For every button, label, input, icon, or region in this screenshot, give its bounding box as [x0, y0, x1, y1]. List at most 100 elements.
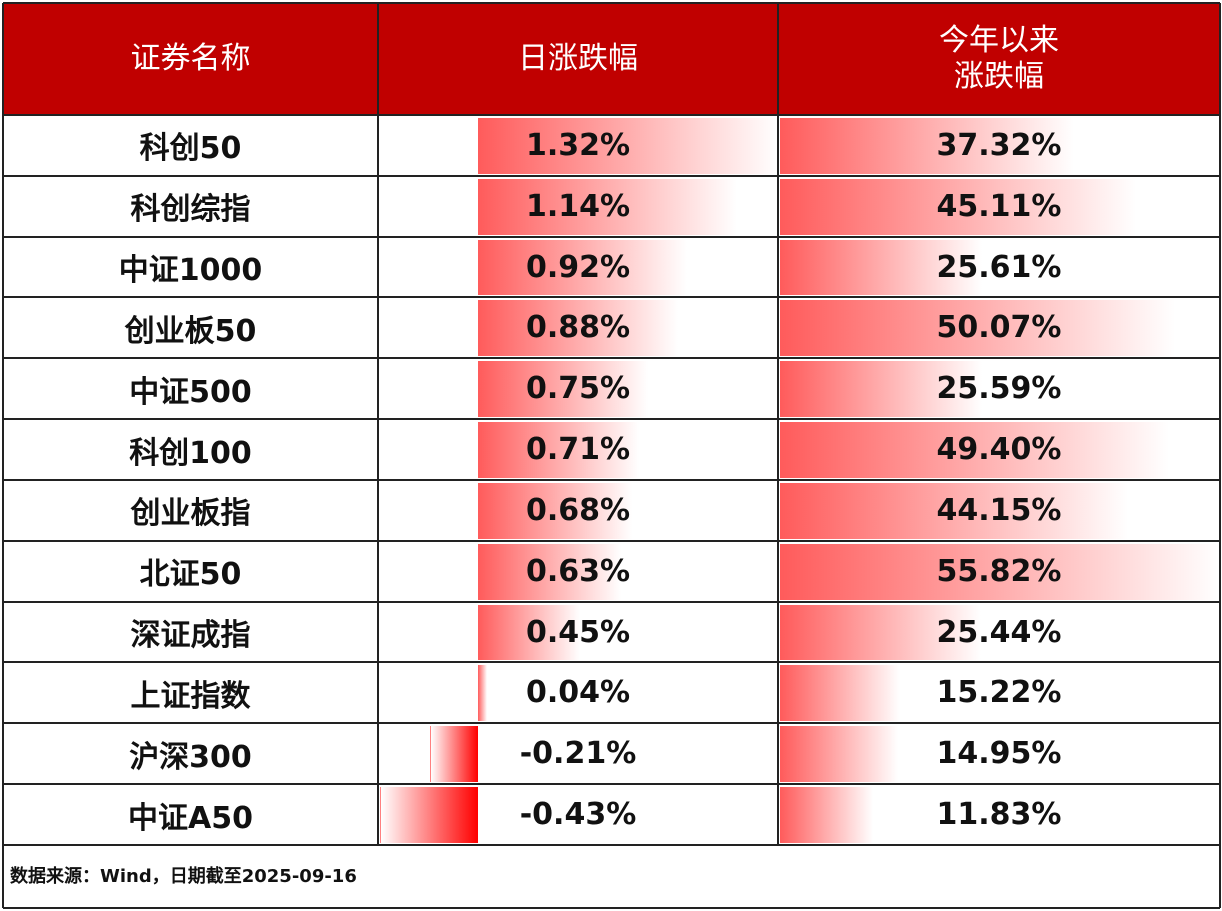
cell-text: 49.40% [936, 432, 1062, 468]
table-cell: 0.92% [378, 237, 778, 298]
table-cell: 深证成指 [3, 602, 378, 663]
cell-text: 北证50 [139, 557, 242, 593]
table-cell: 25.44% [778, 602, 1220, 663]
cell-text: 沪深300 [129, 739, 252, 775]
data-bar [380, 787, 478, 843]
data-bar [430, 726, 478, 783]
table-cell: 沪深300 [3, 723, 378, 784]
cell-text: 0.75% [525, 371, 631, 407]
row-border [3, 478, 1220, 481]
row-border [3, 539, 1220, 542]
data-bar [477, 178, 738, 235]
table-cell: 1.14% [378, 176, 778, 237]
data-bar [780, 604, 981, 661]
table-cell: -0.21% [378, 723, 778, 784]
row-border [3, 296, 1220, 299]
data-bar [477, 118, 778, 174]
table-cell: 15.22% [778, 662, 1220, 723]
column-border [377, 3, 379, 845]
data-bar [780, 665, 900, 722]
table-cell: 45.11% [778, 176, 1220, 237]
cell-text: 45.11% [936, 188, 1062, 224]
table-cell: 中证500 [3, 358, 378, 419]
cell-text: -0.21% [519, 736, 637, 772]
table-cell: 北证50 [3, 541, 378, 602]
cell-text: -0.43% [519, 797, 637, 833]
cell-text: 44.15% [936, 492, 1062, 528]
row-border [3, 722, 1220, 725]
table-cell: 25.61% [778, 237, 1220, 298]
cell-text: 25.61% [936, 249, 1062, 285]
row-border [3, 907, 1220, 909]
cell-text: 25.59% [936, 371, 1062, 407]
cell-text: 50.07% [936, 310, 1062, 346]
row-border [3, 235, 1220, 238]
header-cell: 今年以来 涨跌幅 [778, 3, 1220, 115]
cell-text: 中证1000 [118, 253, 263, 289]
cell-text: 中证500 [129, 374, 252, 410]
table-cell: 49.40% [778, 419, 1220, 480]
data-bar [477, 361, 649, 418]
row-border [3, 661, 1220, 664]
data-bar [477, 482, 633, 539]
table-cell: 科创综指 [3, 176, 378, 237]
data-bar [780, 482, 1128, 539]
cell-text: 创业板指 [130, 496, 251, 532]
cell-text: 0.45% [525, 614, 631, 650]
cell-text: 55.82% [936, 553, 1062, 589]
row-border [3, 843, 1220, 846]
cell-text: 0.88% [525, 310, 631, 346]
column-border [2, 3, 4, 908]
cell-text: 25.44% [936, 614, 1062, 650]
row-border [3, 418, 1220, 421]
row-border [3, 174, 1220, 177]
data-bar [477, 300, 678, 357]
cell-text: 0.71% [525, 432, 631, 468]
cell-text: 0.04% [525, 675, 631, 711]
data-bar [780, 361, 982, 418]
table-cell: 科创100 [3, 419, 378, 480]
data-bar [780, 543, 1220, 600]
cell-text: 0.68% [525, 492, 631, 528]
data-bar [780, 178, 1136, 235]
header-cell: 证券名称 [3, 3, 378, 115]
cell-text: 0.63% [525, 553, 631, 589]
table-cell: 14.95% [778, 723, 1220, 784]
data-bar [477, 422, 640, 478]
column-border [1219, 3, 1221, 908]
data-bar [477, 543, 622, 600]
table-cell: 44.15% [778, 480, 1220, 541]
cell-text: 1.14% [525, 188, 631, 224]
table-cell: 0.45% [378, 602, 778, 663]
table-cell: 0.75% [378, 358, 778, 419]
data-bar [780, 239, 982, 296]
table-cell: 25.59% [778, 358, 1220, 419]
data-bar [780, 118, 1075, 174]
table-cell: 0.68% [378, 480, 778, 541]
table-cell: 0.88% [378, 297, 778, 358]
row-border [3, 357, 1220, 360]
table-cell: 0.71% [378, 419, 778, 480]
table-cell: 创业板指 [3, 480, 378, 541]
data-bar [477, 665, 487, 722]
cell-text: 14.95% [936, 736, 1062, 772]
table-cell: 11.83% [778, 784, 1220, 845]
table-cell: 中证1000 [3, 237, 378, 298]
table-cell: 创业板50 [3, 297, 378, 358]
data-bar [477, 604, 581, 661]
cell-text: 15.22% [936, 675, 1062, 711]
cell-text: 0.92% [525, 249, 631, 285]
row-border [3, 114, 1220, 116]
cell-text: 37.32% [936, 127, 1062, 163]
table-cell: 55.82% [778, 541, 1220, 602]
data-bar [780, 300, 1175, 357]
cell-text: 深证成指 [130, 618, 251, 654]
cell-text: 11.83% [936, 797, 1062, 833]
cell-text: 中证A50 [128, 800, 253, 836]
header-cell: 日涨跌幅 [378, 3, 778, 115]
table-cell: -0.43% [378, 784, 778, 845]
footnote: 数据来源：Wind，日期截至2025-09-16 [10, 866, 357, 887]
data-bar [780, 787, 874, 843]
table-cell: 科创50 [3, 115, 378, 176]
